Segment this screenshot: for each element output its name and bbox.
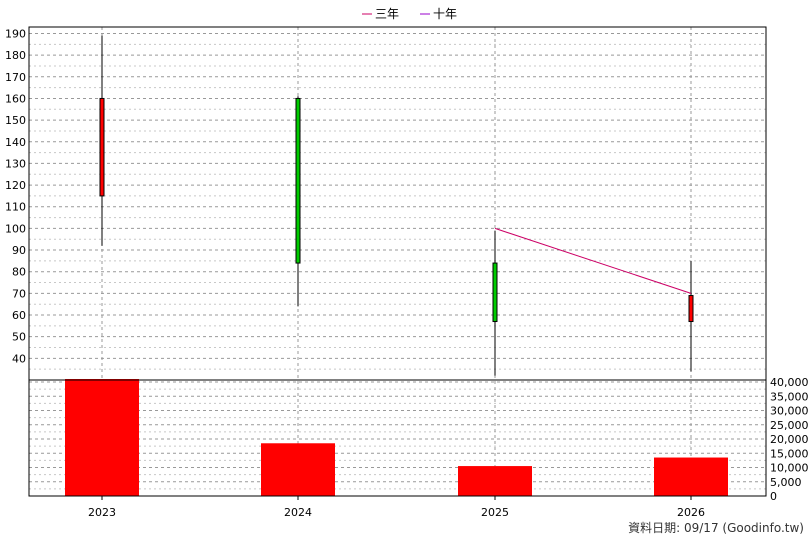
- plot-frame: [28, 26, 767, 497]
- price-tick-label: 130: [5, 157, 26, 170]
- average-line: [494, 227, 692, 294]
- price-tick-label: 50: [12, 331, 26, 344]
- volume-tick-label: 25,000: [770, 419, 808, 432]
- legend-label: 三年: [375, 7, 399, 21]
- price-tick-label: 60: [12, 309, 26, 322]
- axes: 40 50 60 70 80 90 100 110 120 130 140 150 160 170 180 1…: [5, 26, 808, 519]
- volume-tick-label: 15,000: [770, 447, 808, 460]
- legend-label: 十年: [433, 7, 457, 21]
- price-tick-label: 180: [5, 49, 26, 62]
- average-lines: [494, 227, 692, 294]
- volume-tick-label: 30,000: [770, 405, 808, 418]
- category-label: 2025: [481, 506, 509, 519]
- legend: 三年 十年: [362, 7, 457, 21]
- price-tick-label: 150: [5, 114, 26, 127]
- price-tick-label: 100: [5, 222, 26, 235]
- volume-tick-label: 10,000: [770, 462, 808, 475]
- price-tick-label: 70: [12, 287, 26, 300]
- price-tick-label: 40: [12, 352, 26, 365]
- price-tick-label: 140: [5, 136, 26, 149]
- price-tick-label: 90: [12, 244, 26, 257]
- data-date-footer: 資料日期: 09/17 (Goodinfo.tw): [628, 521, 804, 535]
- price-tick-label: 190: [5, 27, 26, 40]
- grid: [29, 27, 766, 496]
- price-tick-label: 160: [5, 92, 26, 105]
- volume-bar: [65, 379, 139, 496]
- price-tick-label: 120: [5, 179, 26, 192]
- category-label: 2024: [284, 506, 312, 519]
- category-label: 2026: [677, 506, 705, 519]
- volume-tick-label: 20,000: [770, 433, 808, 446]
- volume-tick-label: 5,000: [770, 476, 802, 489]
- candle-body: [688, 295, 694, 323]
- volume-bar: [654, 457, 728, 496]
- price-tick-label: 170: [5, 71, 26, 84]
- candle-body: [492, 262, 498, 323]
- price-tick-label: 110: [5, 201, 26, 214]
- candles: [99, 35, 694, 376]
- volume-bar: [261, 443, 335, 496]
- volume-bars: [65, 379, 728, 496]
- candle-body: [99, 97, 105, 197]
- price-tick-label: 80: [12, 266, 26, 279]
- category-label: 2023: [88, 506, 116, 519]
- volume-tick-label: 40,000: [770, 376, 808, 389]
- volume-tick-label: 35,000: [770, 390, 808, 403]
- candle-body: [295, 97, 301, 264]
- volume-bar: [458, 466, 532, 496]
- volume-tick-label: 0: [770, 490, 777, 503]
